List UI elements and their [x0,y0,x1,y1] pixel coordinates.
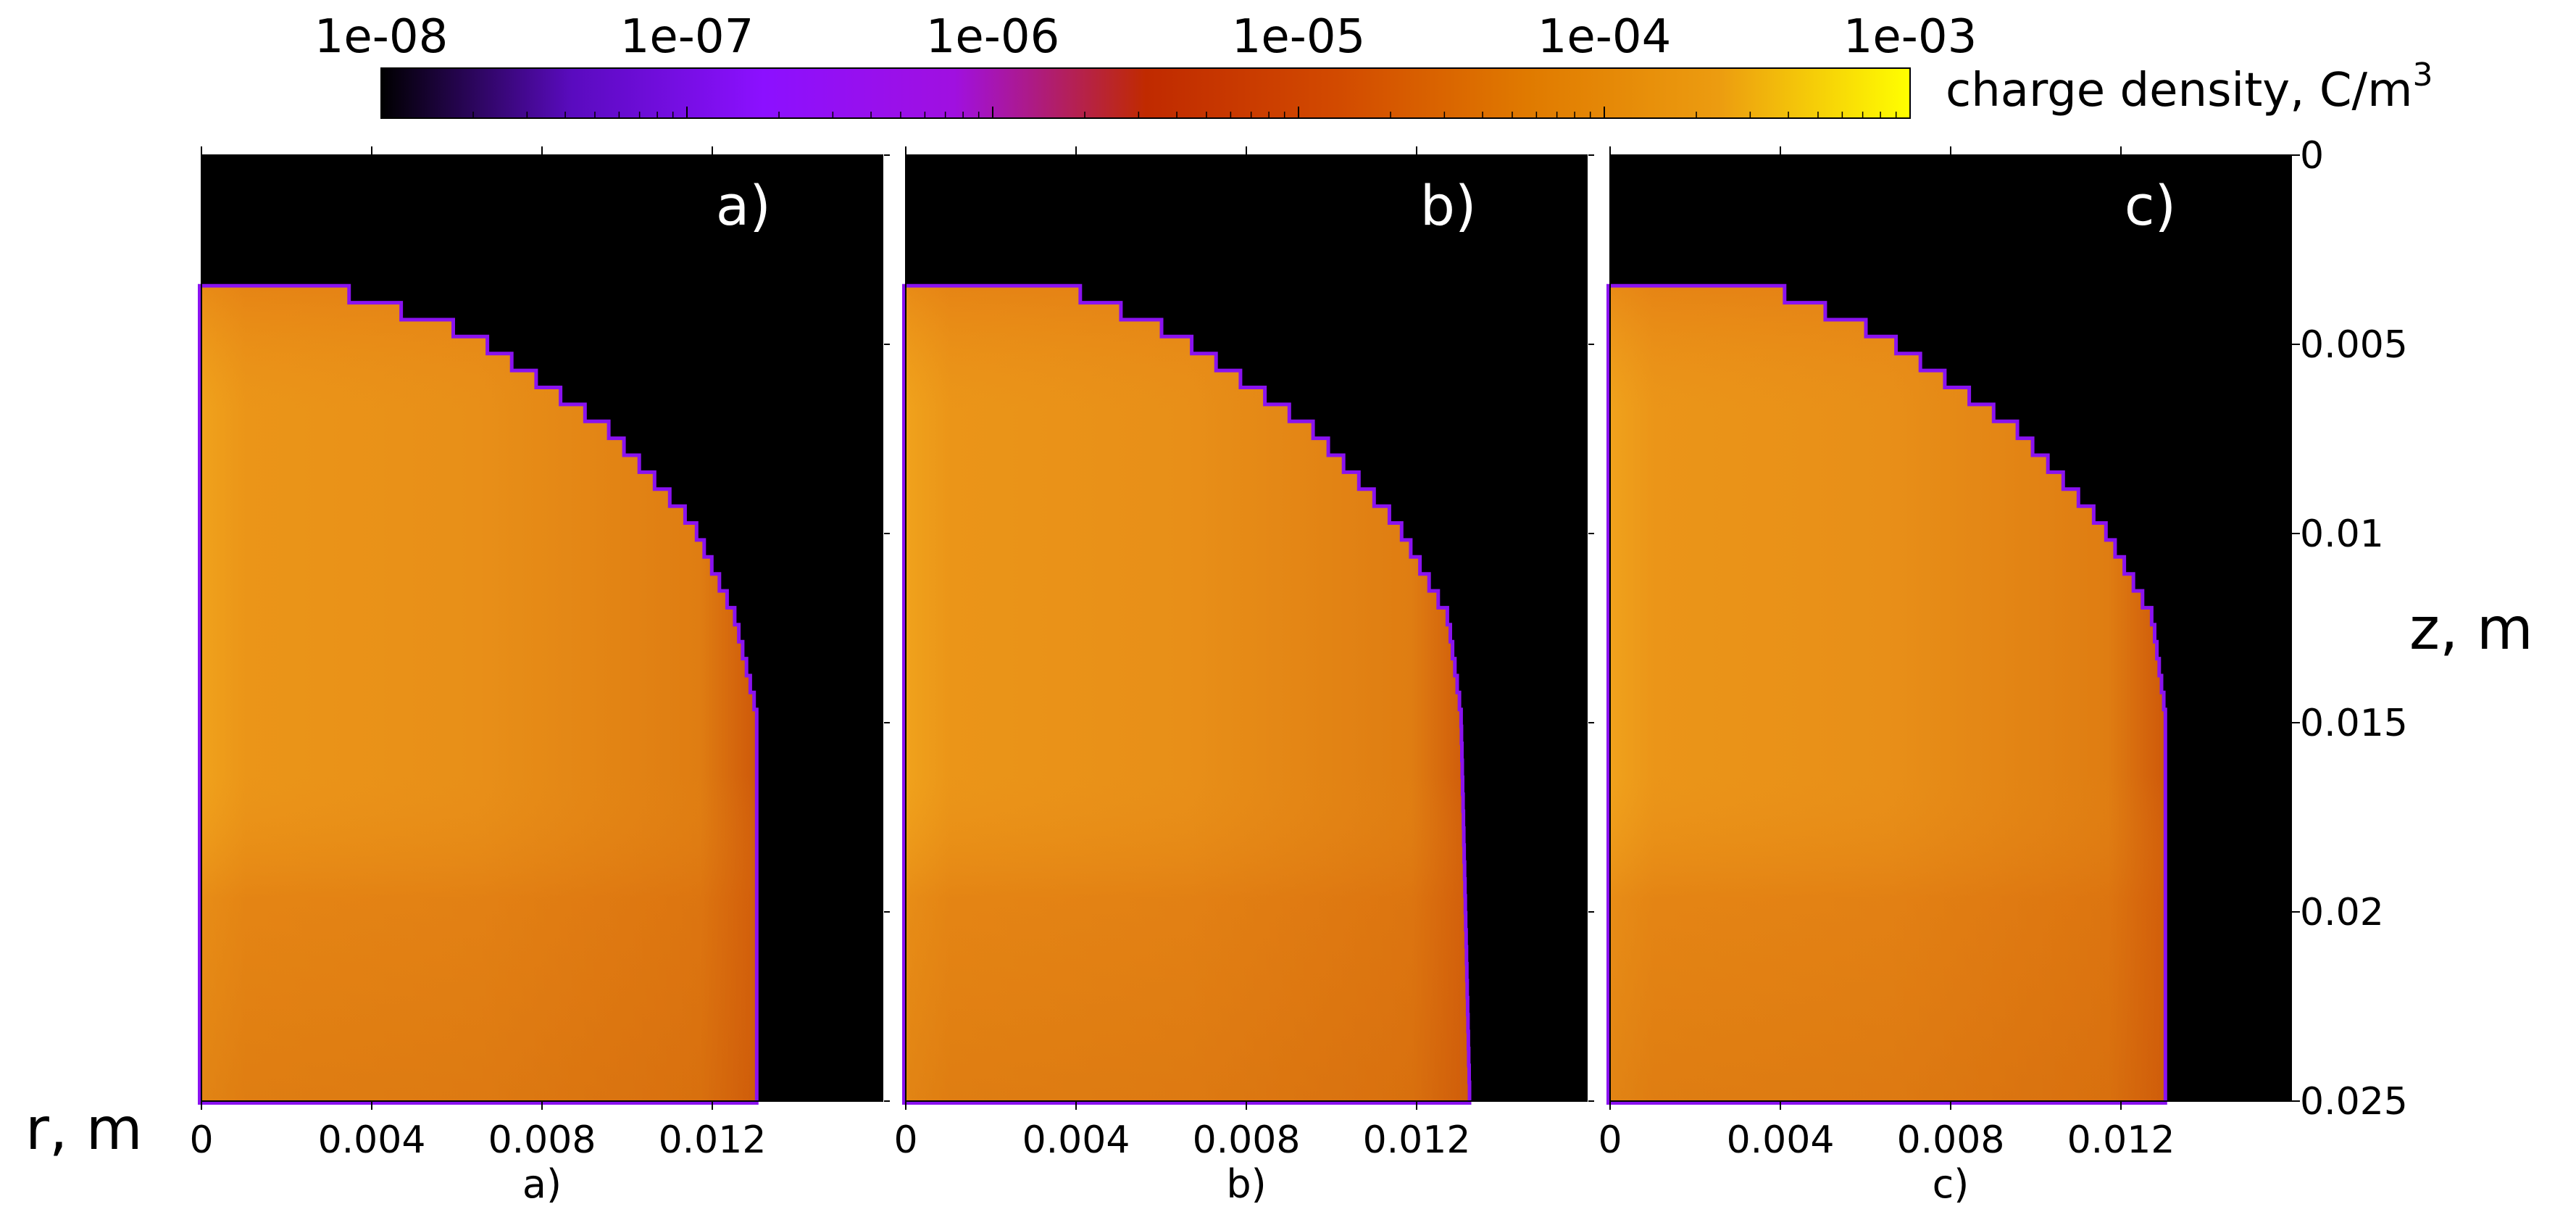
x-tick-label: 0.008 [488,1118,596,1162]
x-tick-label: 0.004 [318,1118,426,1162]
charge-region-shading [201,287,755,1102]
colorbar-tick-label: 1e-06 [926,10,1060,64]
panel-c: c) 0 0.004 0.008 0.012 c) [1598,146,2292,1207]
x-tick-label: 0.012 [659,1118,767,1162]
panel-b: b) 0 0.004 0.008 0.012 b) [893,146,1588,1207]
colorbar-tick-labels: 1e-08 1e-07 1e-06 1e-05 1e-04 1e-03 [314,10,1977,64]
x-tick-label: 0.004 [1022,1118,1130,1162]
colorbar-tick-label: 1e-07 [620,10,754,64]
colorbar-title-superscript: 3 [2412,57,2433,94]
z-tick-label: 0.025 [2300,1080,2408,1124]
panel-label: b) [1420,173,1477,238]
panel-label: a) [716,173,771,238]
panel-label: c) [2125,173,2176,238]
x-tick-label: 0.008 [1193,1118,1301,1162]
colorbar-tick-label: 1e-08 [314,10,449,64]
colorbar: 1e-08 1e-07 1e-06 1e-05 1e-04 1e-03 charge de… [314,10,2433,119]
panel-a: a) 0 0.004 0.008 0.012 a) [189,146,883,1207]
z-tick-label: 0 [2300,134,2324,178]
x-tick-label: 0 [893,1118,917,1162]
x-tick-label: 0 [1598,1118,1622,1162]
x-tick-label: 0.012 [2067,1118,2175,1162]
colorbar-title-main: charge density, C/m [1946,64,2412,117]
panel-caption: b) [1226,1161,1266,1207]
panel-caption: c) [1933,1161,1969,1207]
z-tick-label: 0.02 [2300,891,2384,934]
charge-region-shading [906,287,1468,1102]
colorbar-gradient [380,67,1911,119]
colorbar-tick-label: 1e-03 [1843,10,1977,64]
z-axis-tick-labels: 0 0.005 0.01 0.015 0.02 0.025 [884,134,2408,1124]
z-tick-label: 0.015 [2300,702,2408,745]
x-tick-label: 0.004 [1727,1118,1835,1162]
colorbar-tick-label: 1e-04 [1538,10,1672,64]
r-axis-label: r, m [25,1095,143,1163]
x-tick-label: 0.008 [1897,1118,2005,1162]
z-tick-label: 0.01 [2300,512,2384,556]
z-tick-label: 0.005 [2300,323,2408,367]
charge-region-shading [1610,287,2164,1102]
colorbar-tick-label: 1e-05 [1232,10,1366,64]
z-axis-label: z, m [2409,595,2533,663]
colorbar-title: charge density, C/m3 [1946,57,2433,117]
x-tick-label: 0.012 [1363,1118,1471,1162]
colorbar-minor-ticks [380,107,1911,118]
panel-caption: a) [522,1161,562,1207]
x-tick-label: 0 [189,1118,213,1162]
